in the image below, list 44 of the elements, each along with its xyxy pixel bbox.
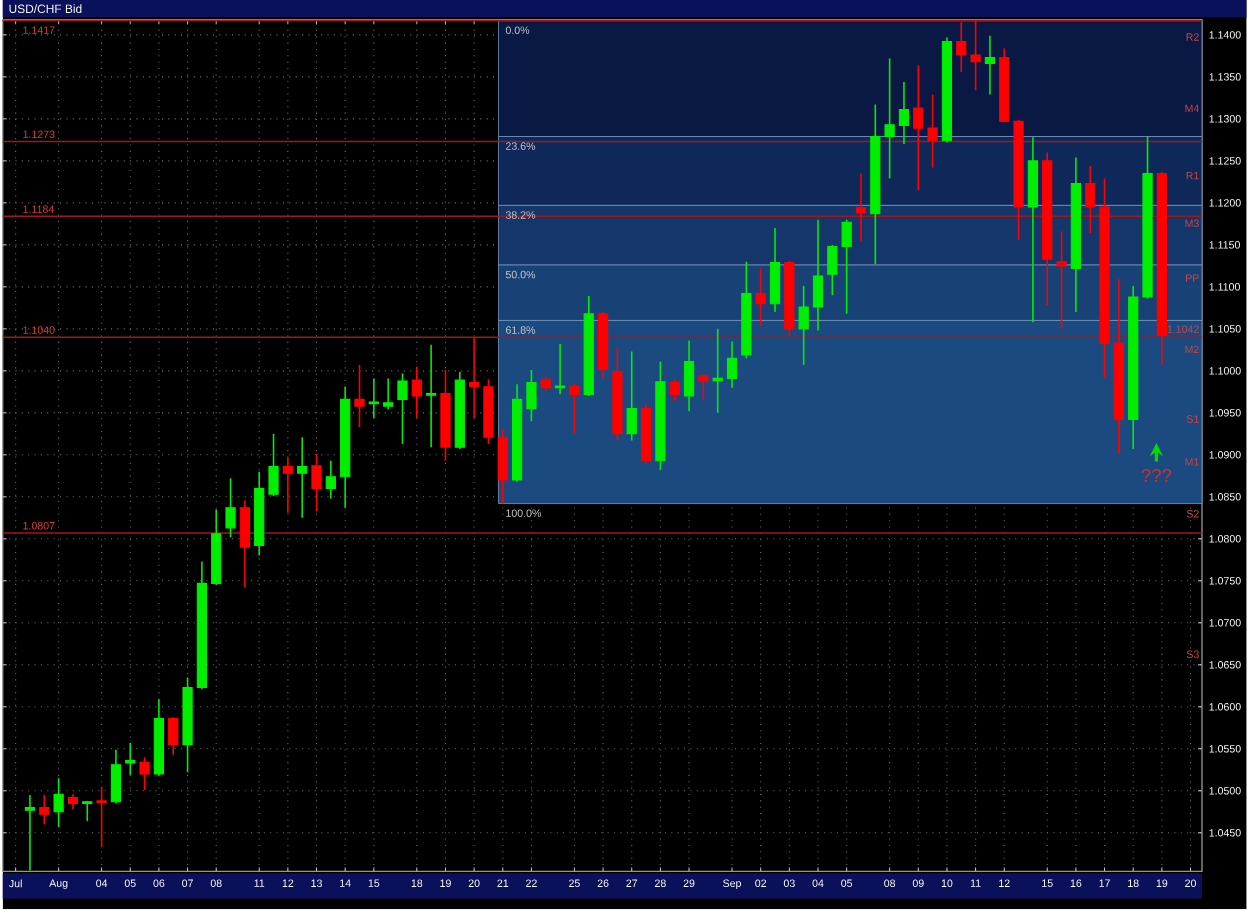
candlestick xyxy=(125,742,136,776)
candlestick xyxy=(383,377,394,411)
candlestick xyxy=(239,499,250,589)
candlestick xyxy=(368,377,379,419)
candlestick xyxy=(110,749,122,805)
candlestick xyxy=(96,786,107,849)
candlestick xyxy=(554,343,566,396)
candlestick xyxy=(139,756,150,792)
candlestick xyxy=(726,340,738,389)
candlestick xyxy=(297,436,308,519)
candlestick xyxy=(898,81,910,146)
candlestick xyxy=(812,219,824,332)
candlestick xyxy=(755,267,766,327)
candlestick xyxy=(769,227,781,314)
candlestick xyxy=(411,366,422,419)
candlestick xyxy=(311,453,322,513)
candlestick xyxy=(626,351,637,442)
candlestick xyxy=(325,460,336,500)
candlestick xyxy=(569,383,580,435)
candlestick xyxy=(426,344,437,449)
candlestick xyxy=(1085,165,1096,235)
candlestick xyxy=(497,429,508,505)
candlestick xyxy=(225,477,236,539)
candlestick xyxy=(698,373,709,401)
candlestick xyxy=(984,35,996,96)
candlestick xyxy=(24,794,36,872)
candlestick xyxy=(53,777,64,829)
candlestick xyxy=(526,369,537,423)
candlestick xyxy=(354,364,365,429)
candlestick xyxy=(397,372,408,446)
candlestick xyxy=(82,800,93,823)
candlestick xyxy=(669,378,680,403)
candlestick xyxy=(712,328,723,414)
candlestick xyxy=(683,340,695,413)
candlestick xyxy=(268,433,279,498)
candlestick xyxy=(39,794,50,826)
candlestick xyxy=(798,285,809,367)
candlestick xyxy=(855,172,867,243)
candlestick xyxy=(168,716,179,756)
candlestick xyxy=(282,456,293,514)
candlestick xyxy=(1056,230,1067,330)
annotation: ??? xyxy=(1141,469,1172,483)
candlestick xyxy=(1027,136,1039,324)
candlestick xyxy=(469,337,480,419)
